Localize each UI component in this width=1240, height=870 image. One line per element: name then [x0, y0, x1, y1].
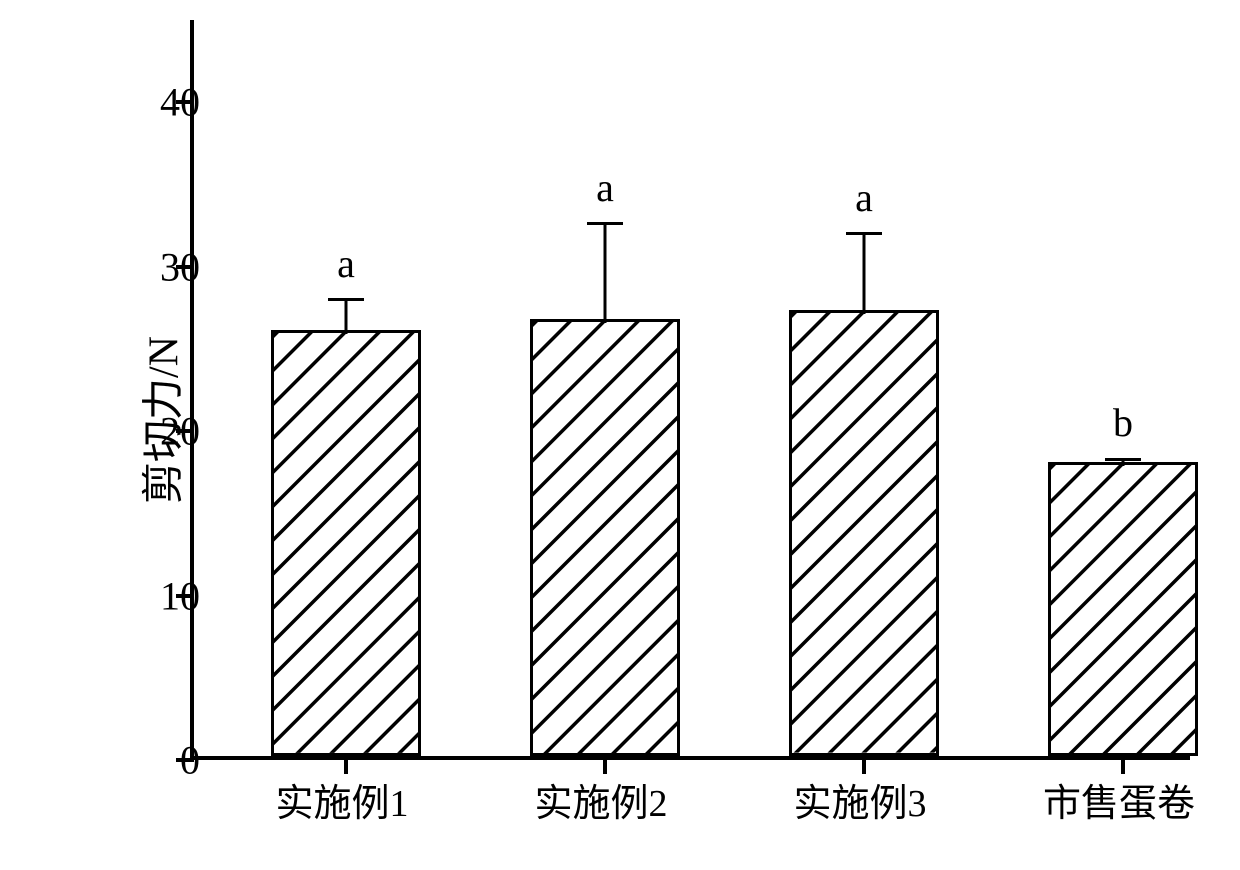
y-tick-label: 20: [160, 408, 200, 455]
y-tick-label: 10: [160, 572, 200, 619]
x-tick-label: 实施例3: [793, 772, 926, 827]
error-bar-cap: [328, 298, 364, 301]
error-bar-cap: [846, 232, 882, 235]
y-tick-label: 0: [180, 737, 200, 784]
error-bar-stem: [863, 234, 866, 315]
significance-label: a: [855, 174, 873, 221]
y-tick-label: 30: [160, 243, 200, 290]
plot-area: a a a b: [190, 20, 1190, 760]
bar: [271, 330, 421, 756]
error-bar-cap: [587, 222, 623, 225]
significance-label: a: [337, 240, 355, 287]
significance-label: a: [596, 164, 614, 211]
bar: [789, 310, 939, 756]
x-tick-label: 实施例2: [534, 772, 667, 827]
bar: [1048, 462, 1198, 756]
x-tick-label: 市售蛋卷: [1043, 772, 1195, 827]
error-bar-stem: [345, 300, 348, 335]
y-tick-label: 40: [160, 79, 200, 126]
chart-container: 剪切力/N aaab 010203040实施例1实施例2实施例3市售蛋卷: [130, 20, 1210, 820]
bar: [530, 319, 680, 756]
x-tick-label: 实施例1: [275, 772, 408, 827]
error-bar-stem: [604, 224, 607, 323]
error-bar-cap: [1105, 458, 1141, 461]
significance-label: b: [1113, 399, 1133, 446]
